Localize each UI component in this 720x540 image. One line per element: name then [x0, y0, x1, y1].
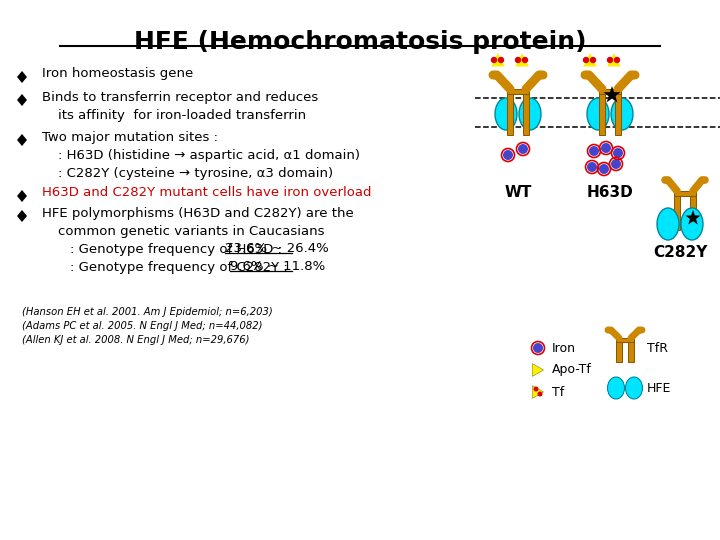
Text: (Adams PC et al. 2005. N Engl J Med; n=44,082): (Adams PC et al. 2005. N Engl J Med; n=4… [22, 321, 263, 331]
Bar [616, 340, 622, 362]
Bar [599, 90, 605, 135]
Bar [628, 340, 634, 362]
Text: : C282Y (cysteine → tyrosine, α3 domain): : C282Y (cysteine → tyrosine, α3 domain) [58, 166, 333, 179]
Polygon shape [17, 71, 27, 83]
Bar [523, 90, 529, 135]
Text: C282Y: C282Y [653, 245, 707, 260]
Ellipse shape [519, 98, 541, 130]
Text: TfR: TfR [647, 341, 668, 354]
Text: Iron: Iron [552, 341, 576, 354]
Circle shape [607, 57, 613, 63]
Polygon shape [583, 53, 597, 66]
Text: (Allen KJ et al. 2008. N Engl J Med; n=29,676): (Allen KJ et al. 2008. N Engl J Med; n=2… [22, 335, 250, 345]
Polygon shape [17, 134, 27, 146]
Circle shape [518, 144, 528, 154]
Ellipse shape [608, 377, 624, 399]
Circle shape [522, 57, 528, 63]
Circle shape [538, 392, 542, 396]
Bar [674, 191, 696, 196]
Bar [507, 89, 529, 94]
Ellipse shape [495, 98, 517, 130]
Text: HFE polymorphisms (H63D and C282Y) are the: HFE polymorphisms (H63D and C282Y) are t… [42, 206, 354, 219]
Bar [615, 90, 621, 135]
Polygon shape [17, 210, 27, 222]
Text: : H63D (histidine → aspartic acid, α1 domain): : H63D (histidine → aspartic acid, α1 do… [58, 148, 360, 161]
Circle shape [533, 343, 543, 353]
Bar [616, 338, 634, 342]
Polygon shape [685, 210, 701, 225]
Polygon shape [532, 386, 544, 399]
Ellipse shape [587, 98, 609, 130]
Text: Apo-Tf: Apo-Tf [552, 363, 592, 376]
Circle shape [613, 57, 620, 63]
Circle shape [498, 57, 504, 63]
Circle shape [582, 57, 589, 63]
Circle shape [515, 57, 521, 63]
Circle shape [590, 57, 596, 63]
Polygon shape [491, 53, 505, 66]
Text: (Hanson EH et al. 2001. Am J Epidemiol; n=6,203): (Hanson EH et al. 2001. Am J Epidemiol; … [22, 307, 273, 317]
Text: HFE (Hemochromatosis protein): HFE (Hemochromatosis protein) [134, 30, 586, 54]
Text: Iron homeostasis gene: Iron homeostasis gene [42, 68, 193, 80]
Circle shape [534, 387, 539, 392]
Bar [674, 192, 680, 230]
Text: 9.6% ~ 11.8%: 9.6% ~ 11.8% [230, 260, 325, 273]
Polygon shape [516, 53, 528, 66]
Text: WT: WT [504, 185, 531, 200]
Polygon shape [603, 86, 621, 102]
Text: its affinity  for iron-loaded transferrin: its affinity for iron-loaded transferrin [58, 109, 306, 122]
Text: common genetic variants in Caucasians: common genetic variants in Caucasians [58, 225, 325, 238]
Polygon shape [532, 363, 544, 376]
Text: Tf: Tf [552, 386, 564, 399]
Circle shape [601, 143, 611, 153]
Text: HFE: HFE [647, 381, 671, 395]
Circle shape [589, 146, 599, 156]
Circle shape [611, 159, 621, 169]
Circle shape [599, 164, 609, 174]
Ellipse shape [657, 208, 679, 240]
Text: : Genotype frequency of H63D :: : Genotype frequency of H63D : [70, 242, 287, 255]
Text: Binds to transferrin receptor and reduces: Binds to transferrin receptor and reduce… [42, 91, 318, 104]
Circle shape [613, 148, 623, 158]
Polygon shape [17, 190, 27, 202]
Bar [690, 192, 696, 230]
Text: H63D: H63D [587, 185, 634, 200]
Circle shape [491, 57, 498, 63]
Polygon shape [17, 94, 27, 106]
Bar [599, 89, 621, 94]
Text: : Genotype frequency of C282Y :: : Genotype frequency of C282Y : [70, 260, 292, 273]
Ellipse shape [681, 208, 703, 240]
Circle shape [587, 162, 597, 172]
Ellipse shape [611, 98, 633, 130]
Ellipse shape [626, 377, 642, 399]
Text: Two major mutation sites :: Two major mutation sites : [42, 131, 218, 144]
Bar [507, 90, 513, 135]
Text: H63D and C282Y mutant cells have iron overload: H63D and C282Y mutant cells have iron ov… [42, 186, 372, 199]
Text: 23.6% ~ 26.4%: 23.6% ~ 26.4% [225, 242, 328, 255]
Polygon shape [607, 53, 621, 66]
Circle shape [503, 150, 513, 160]
